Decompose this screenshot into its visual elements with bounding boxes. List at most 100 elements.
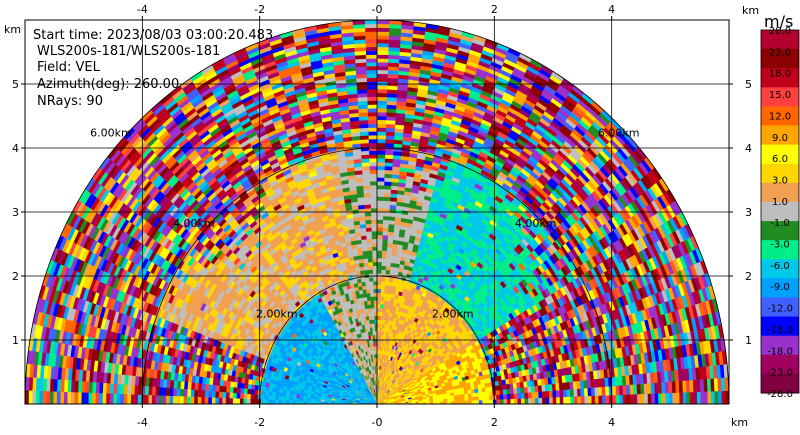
velocity-cell (548, 390, 554, 398)
velocity-cell (376, 215, 384, 221)
velocity-cell (665, 392, 670, 404)
velocity-cell (506, 388, 511, 395)
velocity-cell (686, 391, 691, 404)
velocity-cell (362, 173, 371, 179)
velocity-cell (372, 261, 378, 266)
velocity-cell (369, 292, 374, 297)
velocity-cell (376, 211, 384, 217)
velocity-cell (367, 254, 373, 259)
velocity-cell (468, 400, 473, 404)
velocity-cell (386, 250, 392, 256)
velocity-cell (369, 296, 374, 301)
velocity-cell (382, 219, 390, 225)
velocity-cell (387, 289, 392, 294)
velocity-cell (528, 397, 533, 404)
velocity-cell (503, 398, 508, 404)
velocity-cell (369, 177, 378, 182)
velocity-cell (363, 262, 369, 267)
velocity-cell (364, 281, 370, 286)
velocity-cell (383, 188, 392, 194)
velocity-cell (384, 158, 393, 163)
velocity-cell (559, 389, 564, 398)
velocity-cell (366, 250, 373, 255)
velocity-cell (380, 296, 385, 301)
velocity-cell (370, 207, 378, 213)
velocity-cell (654, 393, 659, 404)
velocity-cell (725, 390, 729, 404)
velocity-cell (368, 150, 378, 155)
velocity-cell (376, 169, 385, 174)
velocity-cell (358, 115, 369, 121)
velocity-cell (383, 177, 392, 183)
velocity-cell (482, 395, 487, 401)
velocity-cell (573, 388, 578, 397)
velocity-cell (365, 38, 378, 44)
velocity-cell (376, 54, 389, 59)
velocity-cell (370, 200, 378, 205)
velocity-cell (368, 273, 374, 278)
velocity-cell (379, 300, 384, 305)
velocity-cell (376, 307, 381, 313)
velocity-cell (594, 386, 599, 396)
velocity-cell (366, 81, 378, 86)
plot-area (24, 19, 730, 405)
velocity-cell (370, 204, 378, 209)
velocity-cell (460, 393, 466, 398)
velocity-cell (376, 177, 385, 182)
velocity-cell (359, 135, 369, 140)
velocity-cell (365, 284, 370, 290)
velocity-cell (365, 234, 372, 240)
velocity-cell (717, 390, 723, 404)
velocity-cell (365, 61, 378, 67)
velocity-cell (376, 173, 385, 178)
velocity-cell (383, 300, 388, 305)
velocity-cell (464, 400, 469, 404)
velocity-cell (376, 150, 386, 155)
velocity-cell (651, 393, 656, 404)
velocity-cell (384, 169, 393, 175)
velocity-cell (373, 311, 378, 316)
velocity-cell (364, 219, 372, 225)
velocity-cell (364, 31, 378, 36)
velocity-cell (370, 307, 375, 313)
velocity-cell (608, 385, 613, 396)
velocity-cell (376, 319, 380, 324)
velocity-cell (364, 215, 372, 221)
velocity-cell (364, 211, 372, 217)
velocity-cell (357, 96, 368, 102)
velocity-cell (370, 311, 375, 317)
velocity-cell (369, 181, 378, 186)
velocity-cell (591, 395, 596, 404)
velocity-cell (362, 250, 368, 256)
velocity-cell (509, 388, 515, 395)
velocity-cell (371, 234, 378, 240)
velocity-cell (622, 394, 628, 404)
velocity-cell (367, 111, 378, 117)
velocity-cell (360, 154, 370, 160)
velocity-cell (364, 20, 378, 25)
velocity-cell (376, 61, 389, 67)
velocity-cell (386, 246, 393, 252)
velocity-cell (545, 390, 550, 398)
velocity-cell (366, 77, 378, 82)
velocity-cell (696, 391, 702, 404)
velocity-cell (368, 138, 378, 144)
velocity-cell (376, 108, 387, 113)
velocity-cell (545, 397, 550, 404)
velocity-cell (376, 65, 389, 71)
velocity-cell (367, 123, 378, 128)
velocity-cell (376, 20, 390, 25)
velocity-cell (376, 142, 386, 148)
velocity-cell (383, 181, 392, 186)
velocity-cell (376, 77, 388, 82)
velocity-cell (370, 303, 375, 309)
velocity-cell (590, 387, 596, 397)
velocity-cell (365, 46, 378, 52)
velocity-cell (513, 398, 519, 404)
velocity-cell (619, 394, 624, 404)
velocity-cell (615, 385, 620, 396)
velocity-cell (658, 392, 663, 404)
velocity-cell (376, 35, 390, 40)
velocity-cell (573, 396, 578, 404)
velocity-cell (376, 296, 381, 301)
